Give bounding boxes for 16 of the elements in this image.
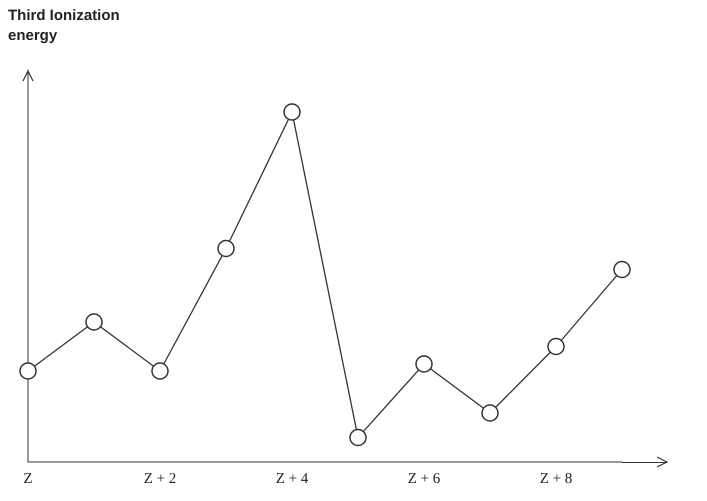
x-tick-label: Z + 2 [144,470,176,487]
point [283,103,301,121]
point [415,355,433,373]
y-axis-title: Third Ionization energy [8,6,121,46]
point [547,338,565,356]
point [19,362,37,380]
point [613,260,631,278]
point [151,362,169,380]
point [481,404,499,422]
x-tick-label: Z + 6 [408,470,441,487]
x-tick-label: Z + 8 [540,470,572,487]
point [217,240,235,258]
x-tick-label: Z + 4 [276,470,309,487]
x-tick-label: Z [23,470,33,487]
point [349,428,367,446]
point [85,313,103,331]
